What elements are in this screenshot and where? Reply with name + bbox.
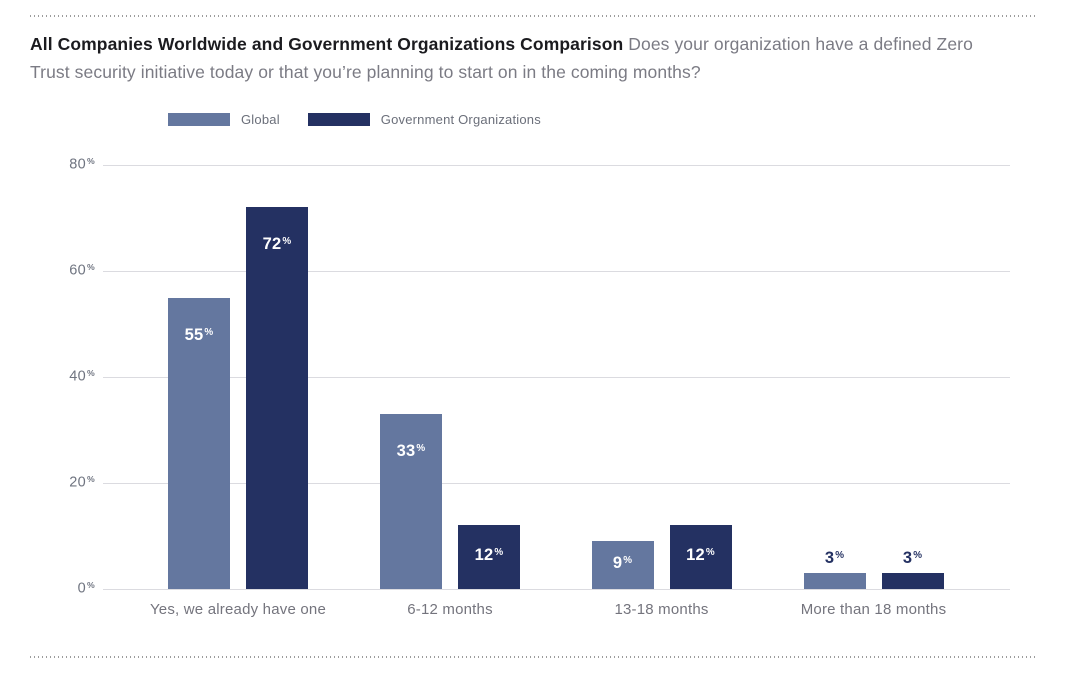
bar-global-3: 3% <box>803 549 866 589</box>
y-tick-label-0: 0% <box>77 580 95 597</box>
legend-swatch-global <box>168 113 230 126</box>
legend-item-global: Global <box>168 112 280 127</box>
legend-label-government-organizations: Government Organizations <box>380 112 541 127</box>
chart-title: All Companies Worldwide and Government O… <box>30 30 975 86</box>
bar-global-2: 9% <box>591 541 654 589</box>
y-tick-label-20: 20% <box>69 474 95 491</box>
bar-value-label: 55% <box>184 325 214 344</box>
gridline-0 <box>103 589 1010 590</box>
bar-value-label: 3% <box>902 549 923 568</box>
bar-government-organizations-1: 12% <box>458 525 520 589</box>
gridline-60 <box>103 271 1010 272</box>
bar-global-0: 55% <box>168 297 230 589</box>
percent-sign: % <box>86 262 95 272</box>
percent-sign: % <box>86 580 95 590</box>
percent-sign: % <box>623 555 633 567</box>
percent-sign: % <box>494 547 504 559</box>
x-category-label-0: Yes, we already have one <box>149 601 327 618</box>
bar-government-organizations-3: 3% <box>881 549 944 589</box>
legend-item-government-organizations: Government Organizations <box>307 112 541 127</box>
bottom-divider <box>30 655 1036 658</box>
x-category-label-2: 13-18 months <box>614 601 709 618</box>
percent-sign: % <box>204 326 214 338</box>
bar-value-label: 12% <box>474 546 504 565</box>
y-tick-label-80: 80% <box>69 156 95 173</box>
percent-sign: % <box>416 443 426 455</box>
legend-label-global: Global <box>241 112 280 127</box>
bar-chart: 0% 20% 40% 60% 80% 55% 72% Yes, we already have… <box>0 150 1066 630</box>
gridline-80 <box>103 165 1010 166</box>
percent-sign: % <box>705 547 715 559</box>
bar-value-label: 3% <box>824 549 845 568</box>
legend: Global Government Organizations <box>168 112 541 127</box>
chart-title-bold: All Companies Worldwide and Government O… <box>30 34 624 54</box>
gridline-40 <box>103 377 1010 378</box>
y-tick-label-60: 60% <box>69 262 95 279</box>
percent-sign: % <box>282 236 292 248</box>
x-category-label-3: More than 18 months <box>800 601 947 618</box>
bar-value-label: 9% <box>612 554 633 573</box>
y-tick-label-40: 40% <box>69 368 95 385</box>
gridline-20 <box>103 483 1010 484</box>
x-category-label-1: 6-12 months <box>407 601 493 618</box>
percent-sign: % <box>835 550 845 562</box>
bar-value-label: 12% <box>686 546 715 565</box>
bar-value-label: 33% <box>396 442 426 461</box>
percent-sign: % <box>86 156 95 166</box>
percent-sign: % <box>86 368 95 378</box>
bar-government-organizations-0: 72% <box>246 207 308 589</box>
top-divider <box>30 14 1036 17</box>
bar-value-label: 72% <box>262 235 292 254</box>
percent-sign: % <box>913 550 923 562</box>
bar-global-1: 33% <box>380 414 442 589</box>
legend-swatch-government-organizations <box>307 113 370 126</box>
bar-government-organizations-2: 12% <box>669 525 732 589</box>
chart-title-question: Does your organization have a defined Ze… <box>30 34 973 82</box>
percent-sign: % <box>86 474 95 484</box>
